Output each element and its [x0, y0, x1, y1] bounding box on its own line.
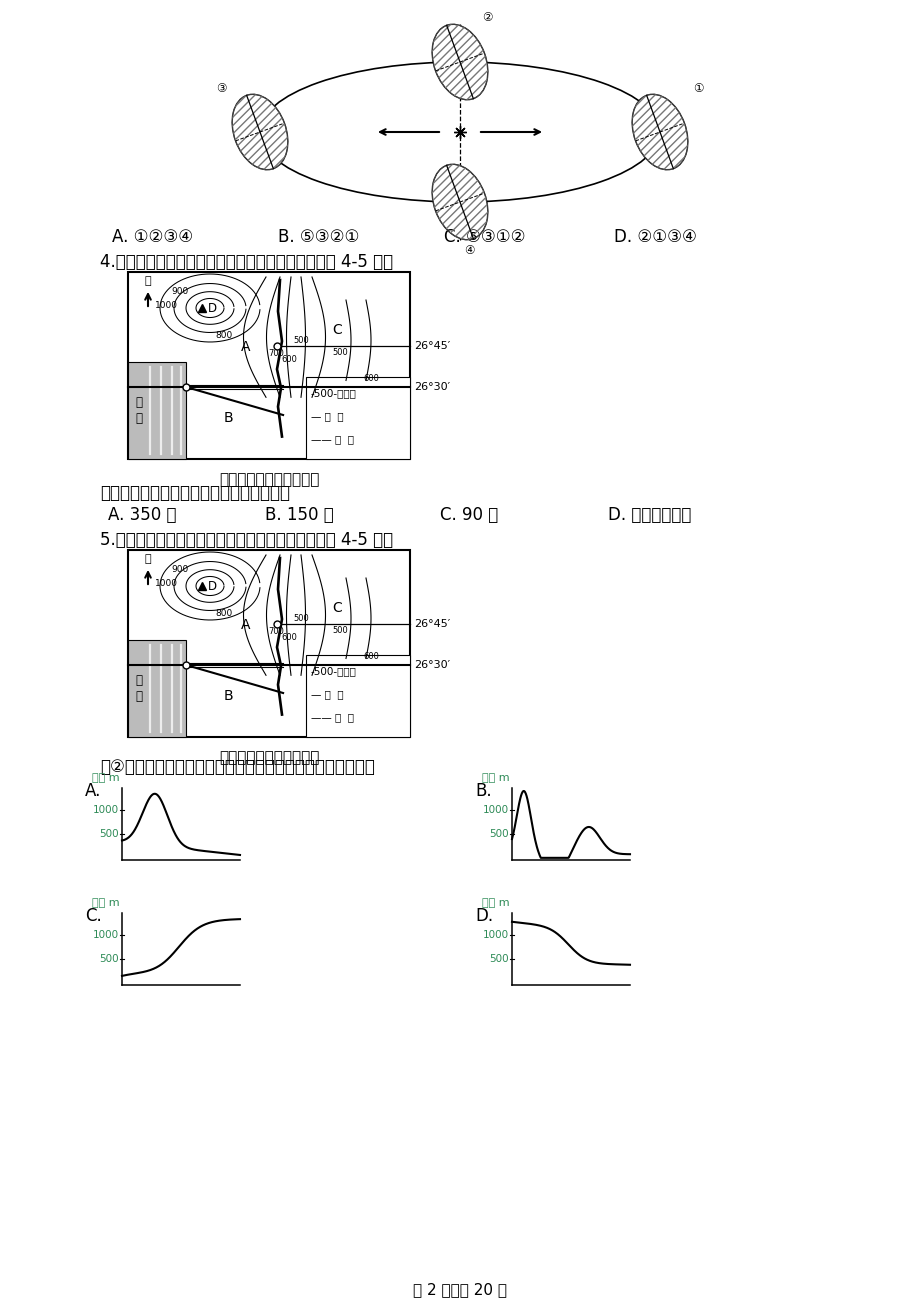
- Text: 500: 500: [332, 626, 347, 635]
- Text: 500: 500: [489, 829, 508, 838]
- Text: C: C: [332, 602, 341, 615]
- Text: D. 以上都有可能: D. 以上都有可能: [607, 506, 690, 523]
- Text: 氿②纬线自西向东作一张地势剖面图，应该是下面的（　　）: 氿②纬线自西向东作一张地势剖面图，应该是下面的（ ）: [100, 758, 374, 776]
- Text: 500: 500: [332, 348, 347, 357]
- Text: 500: 500: [99, 954, 119, 963]
- Text: 600: 600: [363, 652, 379, 661]
- Text: 500: 500: [293, 613, 309, 622]
- Bar: [306, 655, 410, 737]
- Text: 1000: 1000: [93, 805, 119, 815]
- Ellipse shape: [232, 94, 288, 169]
- Text: A: A: [241, 618, 251, 631]
- Text: A. ①②③④: A. ①②③④: [112, 228, 193, 246]
- Text: B. ⑤③②①: B. ⑤③②①: [278, 228, 359, 246]
- Text: D: D: [208, 302, 217, 315]
- Text: 神农谷局域等高线示意图: 神农谷局域等高线示意图: [219, 750, 319, 766]
- Text: 26°30′: 26°30′: [414, 660, 449, 671]
- Text: 500: 500: [489, 954, 508, 963]
- Bar: [128, 362, 186, 460]
- Text: 1000: 1000: [482, 930, 508, 940]
- Text: 瀑
布: 瀑 布: [135, 397, 142, 424]
- Text: 1000: 1000: [482, 805, 508, 815]
- Text: 神农谷局域等高线示意图: 神农谷局域等高线示意图: [219, 473, 319, 487]
- Text: 1000: 1000: [154, 579, 177, 589]
- Text: 1000: 1000: [154, 302, 177, 310]
- Text: 4.　如图所示为神农谷局域等高线示意图，读图完成 4-5 题。: 4. 如图所示为神农谷局域等高线示意图，读图完成 4-5 题。: [100, 253, 392, 271]
- Bar: [128, 549, 410, 737]
- Text: C. 90 米: C. 90 米: [439, 506, 498, 523]
- Text: 500: 500: [293, 336, 309, 345]
- Text: 26°45′: 26°45′: [414, 341, 449, 350]
- Text: 26°45′: 26°45′: [414, 618, 449, 629]
- Text: 500: 500: [99, 829, 119, 838]
- Text: C.: C.: [85, 907, 102, 924]
- Text: C: C: [332, 323, 341, 337]
- Bar: [306, 378, 410, 460]
- Text: D: D: [208, 579, 217, 592]
- Text: — 河  流: — 河 流: [311, 411, 344, 422]
- Text: 海拘 m: 海拘 m: [482, 898, 509, 907]
- Bar: [128, 641, 186, 737]
- Text: 海拘 m: 海拘 m: [92, 898, 119, 907]
- Text: 据图判断，图中瀑布的落差可能是（　　）: 据图判断，图中瀑布的落差可能是（ ）: [100, 484, 289, 503]
- Text: -500-等高线: -500-等高线: [311, 667, 357, 677]
- Ellipse shape: [631, 94, 687, 169]
- Ellipse shape: [432, 164, 487, 240]
- Text: B.: B.: [474, 783, 491, 799]
- Text: B. 150 米: B. 150 米: [265, 506, 334, 523]
- Text: 北: 北: [144, 553, 151, 564]
- Text: 海拘 m: 海拘 m: [482, 773, 509, 783]
- Text: 北: 北: [144, 276, 151, 286]
- Text: ①: ①: [692, 82, 703, 95]
- Text: C. ⑤③①②: C. ⑤③①②: [444, 228, 525, 246]
- Text: A: A: [241, 340, 251, 354]
- Text: -500-等高线: -500-等高线: [311, 388, 357, 398]
- Text: A.: A.: [85, 783, 101, 799]
- Text: 1000: 1000: [93, 930, 119, 940]
- Ellipse shape: [432, 25, 487, 100]
- Text: A. 350 米: A. 350 米: [108, 506, 176, 523]
- Text: 900: 900: [171, 565, 188, 574]
- Text: 26°30′: 26°30′: [414, 381, 449, 392]
- Text: —— 公  路: —— 公 路: [311, 712, 354, 723]
- Text: 600: 600: [281, 633, 297, 642]
- Text: 600: 600: [363, 374, 379, 383]
- Text: 900: 900: [171, 288, 188, 297]
- Text: 800: 800: [215, 332, 233, 341]
- Text: 700: 700: [267, 349, 284, 358]
- Text: 5.　如图所示为神农谷局域等高线示意图，读图完成 4-5 题。: 5. 如图所示为神农谷局域等高线示意图，读图完成 4-5 题。: [100, 531, 392, 549]
- Text: 600: 600: [281, 355, 297, 365]
- Text: 海拘 m: 海拘 m: [92, 773, 119, 783]
- Text: B: B: [223, 411, 233, 424]
- Text: ③: ③: [216, 82, 227, 95]
- Text: D.: D.: [474, 907, 493, 924]
- Text: — 河  流: — 河 流: [311, 689, 344, 699]
- Text: ④: ④: [463, 243, 474, 256]
- Text: 700: 700: [267, 626, 284, 635]
- Text: B: B: [223, 689, 233, 703]
- Text: D. ②①③④: D. ②①③④: [613, 228, 696, 246]
- Bar: [128, 272, 410, 460]
- Text: 800: 800: [215, 609, 233, 618]
- Text: ②: ②: [482, 10, 492, 23]
- Text: 第 2 页，共 20 页: 第 2 页，共 20 页: [413, 1282, 506, 1297]
- Text: —— 公  路: —— 公 路: [311, 435, 354, 444]
- Text: 瀑
布: 瀑 布: [135, 674, 142, 703]
